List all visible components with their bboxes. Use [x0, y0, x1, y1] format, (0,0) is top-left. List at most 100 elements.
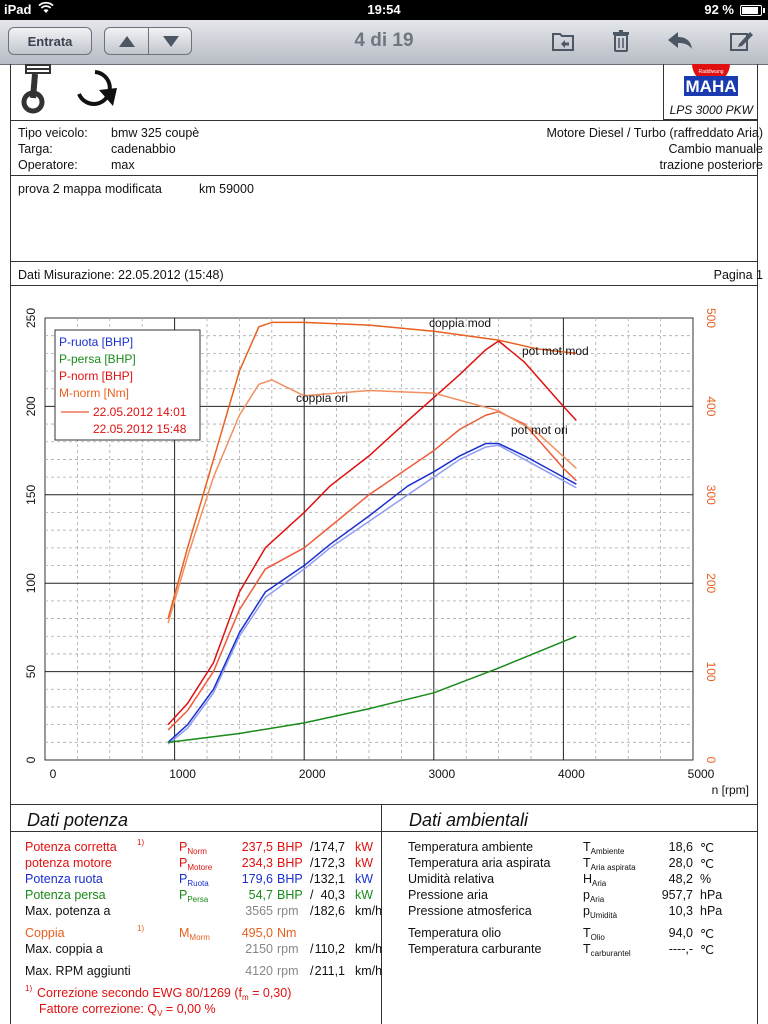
ambient-label: Temperatura carburante	[408, 942, 542, 956]
power-unit1: Nm	[277, 926, 297, 940]
power-unit1: rpm	[277, 904, 299, 918]
power-separator: /	[310, 904, 314, 918]
power-separator: /	[310, 840, 314, 854]
legend-entry: P-ruota [BHP]	[59, 335, 133, 349]
power-label: Max. RPM aggiunti	[25, 964, 131, 978]
plate-label: Targa:	[18, 142, 53, 156]
move-folder-icon[interactable]	[550, 29, 576, 53]
x-tick-label: 5000	[688, 767, 715, 781]
chart-annotation: pot mot ori	[511, 423, 568, 437]
ambient-unit: ℃	[700, 857, 715, 871]
power-separator: /	[310, 942, 314, 956]
ambient-unit: ℃	[700, 943, 715, 957]
gearbox-type: Cambio manuale	[668, 142, 764, 156]
trash-icon[interactable]	[608, 29, 634, 53]
x-tick-label: 1000	[169, 767, 196, 781]
message-counter: 4 di 19	[354, 30, 414, 51]
ambient-label: Temperatura olio	[408, 926, 502, 940]
ambient-label: Pressione atmosferica	[408, 904, 532, 918]
ambient-section-title: Dati ambientali	[409, 810, 529, 830]
power-note: 1)	[137, 838, 145, 847]
x-tick-label: 2000	[299, 767, 326, 781]
previous-message-icon[interactable]	[119, 36, 135, 47]
km-note: km 59000	[199, 182, 254, 196]
power-unit2: kW	[355, 888, 374, 902]
ambient-symbol: HAria	[583, 872, 607, 888]
series-line	[167, 444, 577, 745]
y-left-tick-label: 200	[24, 396, 38, 416]
y-right-tick-label: 100	[704, 662, 718, 682]
series-line	[167, 442, 577, 743]
power-value2: 132,1	[313, 872, 345, 886]
power-unit2: kW	[355, 872, 374, 886]
rotation-icon	[67, 66, 119, 113]
operator-value: max	[111, 158, 135, 172]
chart-legend	[54, 329, 201, 441]
power-label: Coppia	[25, 926, 65, 940]
drive-type: trazione posteriore	[659, 158, 763, 172]
power-unit1: BHP	[277, 872, 303, 886]
power-unit1: BHP	[277, 856, 303, 870]
power-value1: 2150	[245, 942, 273, 956]
ambient-symbol: TOlio	[583, 926, 605, 942]
message-nav-segment	[104, 27, 192, 55]
ambient-value: ----,-	[668, 942, 693, 956]
series-line	[167, 321, 577, 619]
next-message-icon[interactable]	[163, 36, 179, 47]
power-unit2: km/h	[355, 964, 383, 978]
y-left-tick-label: 0	[24, 756, 38, 763]
power-value1: 179,6	[241, 872, 273, 886]
chart-annotation: coppia ori	[296, 391, 348, 405]
x-tick-label: 4000	[558, 767, 585, 781]
footnote-correction-text: Correzione secondo EWG 80/1269 (fm = 0,3…	[37, 986, 292, 1002]
device-name: iPad	[4, 2, 32, 17]
power-value1: 54,7	[248, 888, 273, 902]
y-left-tick-label: 150	[24, 484, 38, 504]
power-label: Max. potenza a	[25, 904, 111, 918]
power-value1: 234,3	[241, 856, 273, 870]
svg-text:Raddiwang: Raddiwang	[698, 69, 723, 75]
ambient-unit: hPa	[700, 888, 723, 902]
inbox-back-button[interactable]: Entrata	[8, 27, 92, 55]
ambient-label: Pressione aria	[408, 888, 488, 902]
power-value2: 182,6	[313, 904, 345, 918]
power-separator: /	[310, 888, 314, 902]
power-label: Potenza persa	[25, 888, 106, 902]
y-left-tick-label: 250	[24, 308, 38, 328]
y-left-tick-label: 100	[24, 573, 38, 593]
series-line	[167, 379, 577, 624]
power-unit2: kW	[355, 856, 374, 870]
status-bar: iPad 19:54 92 %	[0, 0, 768, 20]
chart-annotation: pot mot mod	[522, 344, 589, 358]
power-unit2: km/h	[355, 942, 383, 956]
plate-value: cadenabbio	[111, 142, 176, 156]
measure-date: Dati Misurazione: 22.05.2012 (15:48)	[18, 268, 224, 282]
compose-icon[interactable]	[728, 29, 754, 53]
battery-icon	[740, 5, 765, 16]
legend-entry: M-norm [Nm]	[59, 386, 129, 400]
power-separator: /	[310, 856, 314, 870]
ambient-symbol: TAmbiente	[583, 840, 625, 856]
reply-icon[interactable]	[666, 29, 692, 53]
x-tick-label: 3000	[428, 767, 455, 781]
power-unit1: BHP	[277, 888, 303, 902]
ambient-unit: ℃	[700, 841, 715, 855]
power-value1: 495,0	[241, 926, 273, 940]
svg-text:MAHA: MAHA	[686, 77, 737, 96]
clock: 19:54	[367, 2, 401, 17]
power-symbol: MMorm	[179, 926, 210, 942]
series-line	[167, 340, 577, 726]
ambient-unit: hPa	[700, 904, 723, 918]
power-unit2: km/h	[355, 904, 383, 918]
y-right-tick-label: 200	[704, 573, 718, 593]
power-separator: /	[310, 964, 314, 978]
dyno-chart: 0 1000 2000 3000 4000 5000 0 50 100 150 200 250 0 100…	[24, 308, 749, 797]
engine-piston-icon	[19, 64, 59, 119]
power-value1: 237,5	[241, 840, 273, 854]
ambient-unit: ℃	[700, 927, 715, 941]
x-tick-label: 0	[50, 767, 57, 781]
power-label: Potenza ruota	[25, 872, 103, 886]
power-value1: 3565	[245, 904, 273, 918]
power-value2: 110,2	[314, 942, 345, 956]
power-label: potenza motore	[25, 856, 112, 870]
